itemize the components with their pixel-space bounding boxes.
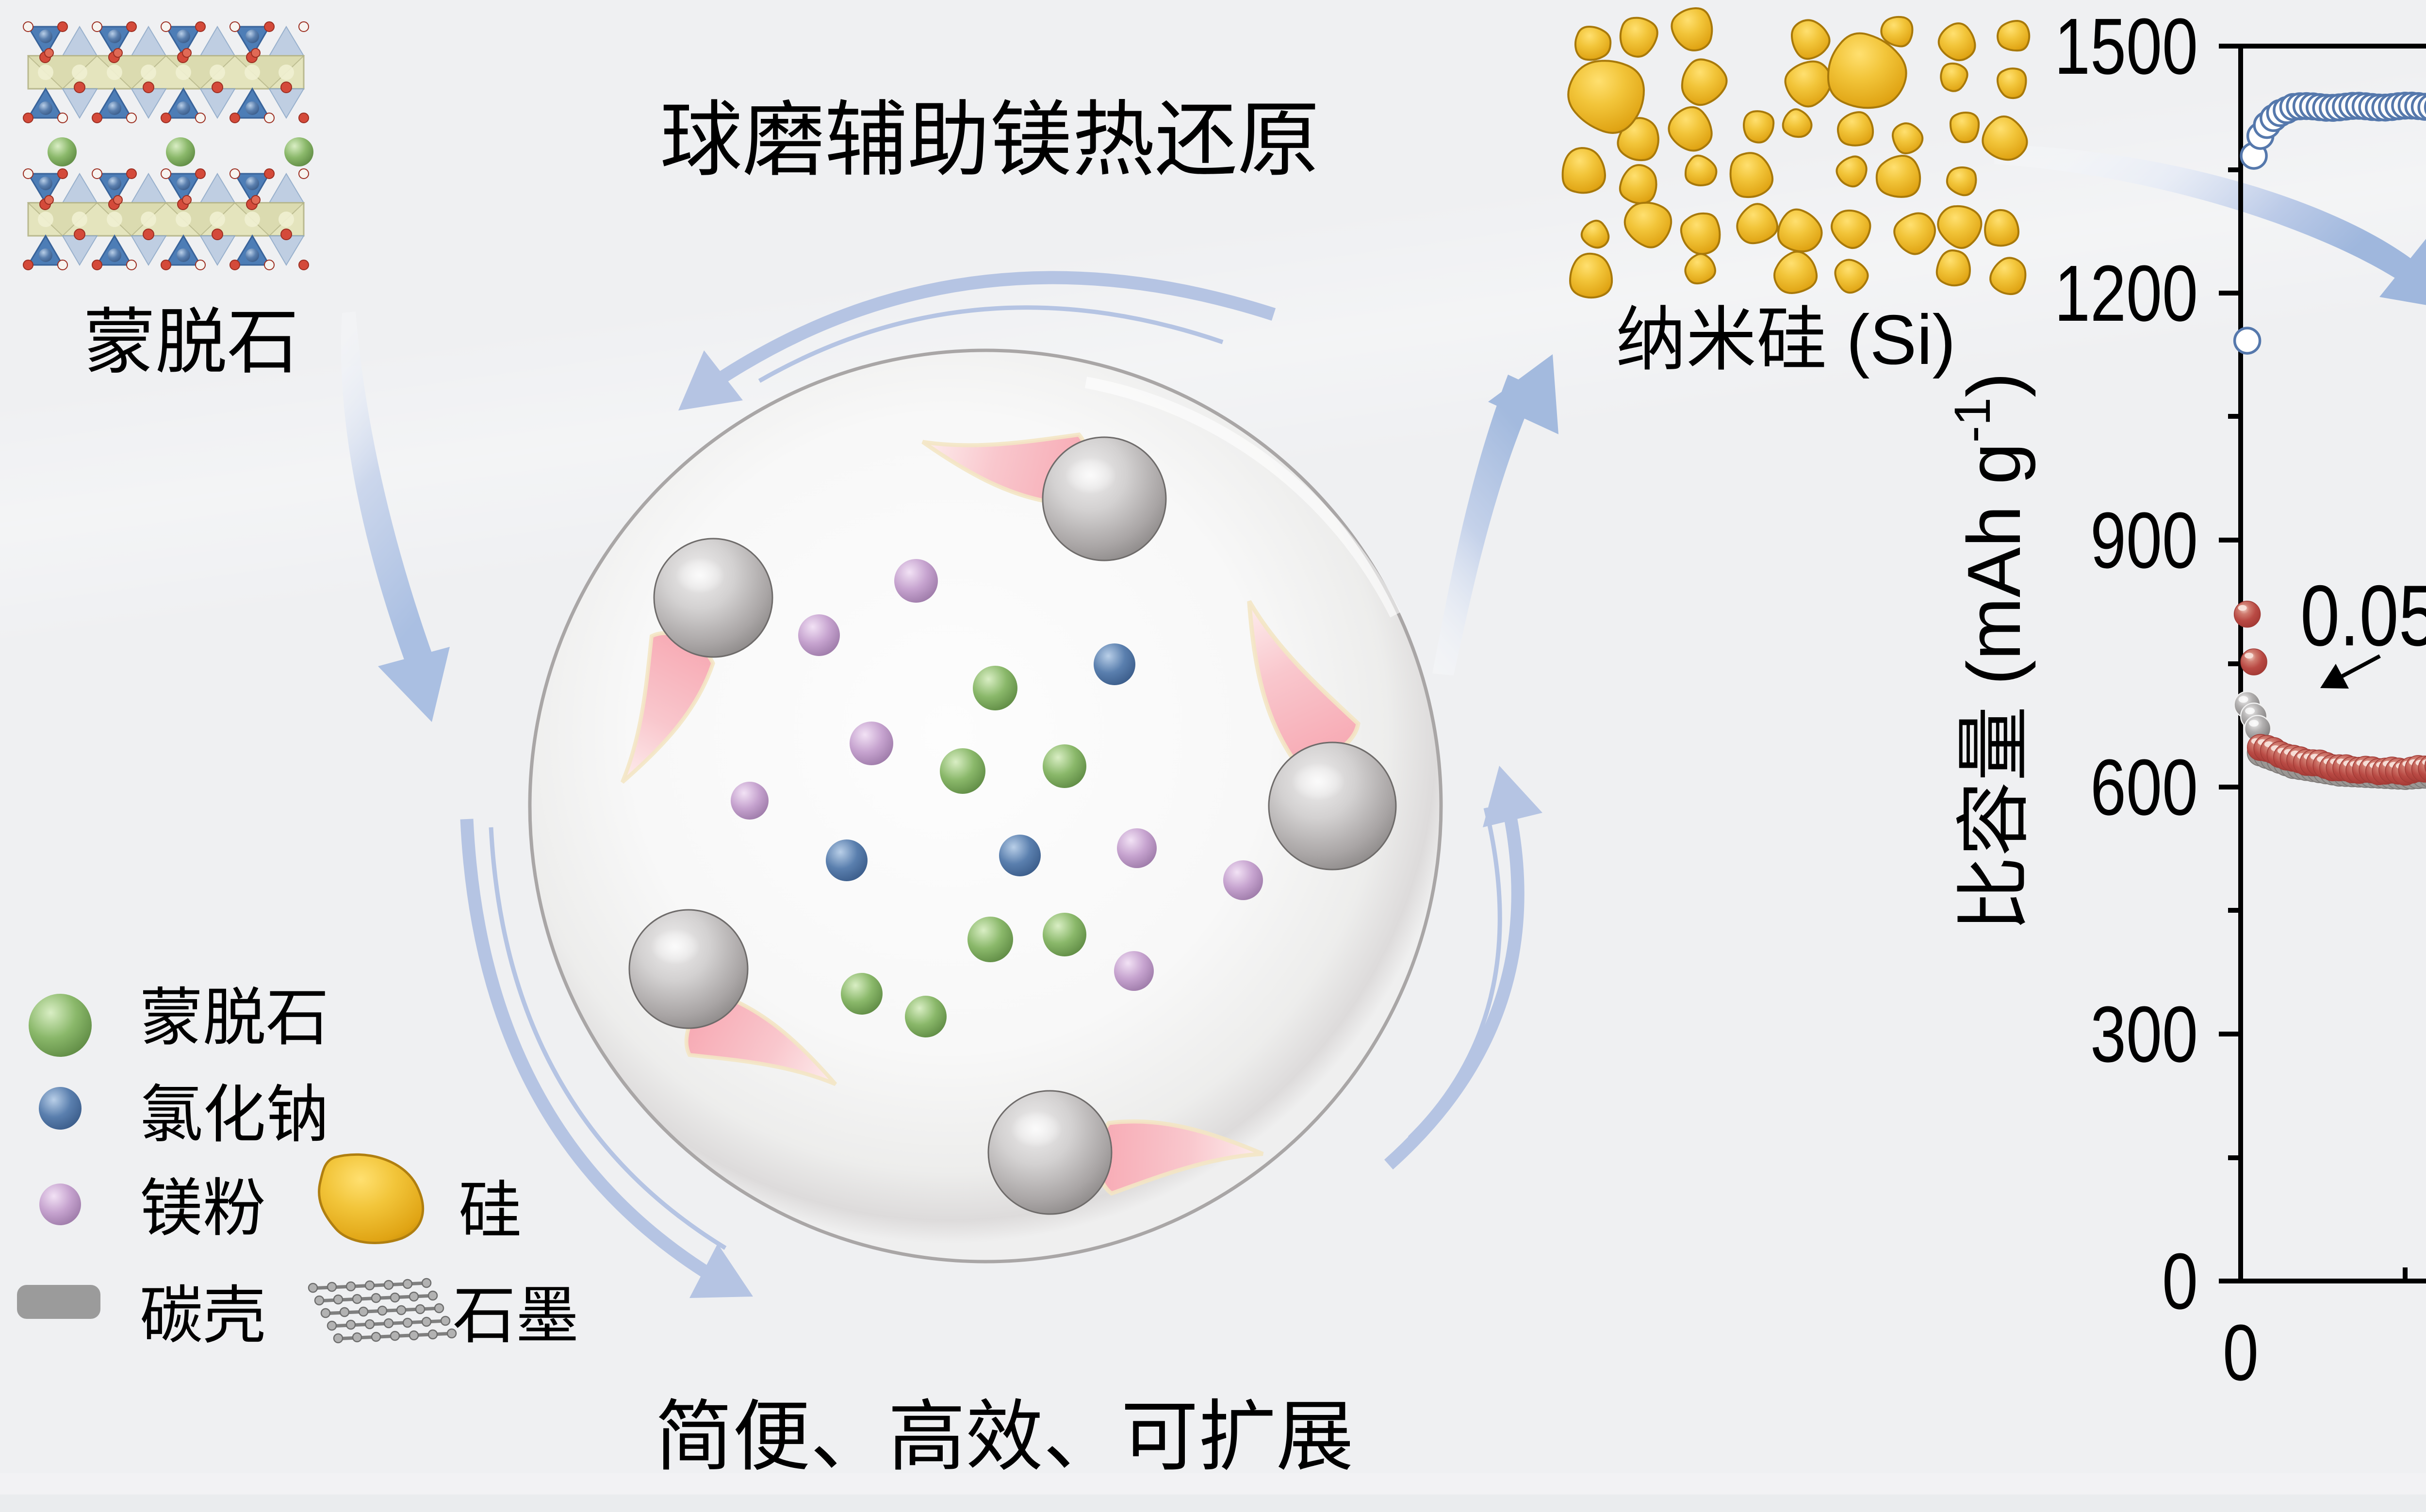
svg-text:900: 900 xyxy=(2090,496,2198,585)
svg-text:1500: 1500 xyxy=(2054,2,2198,91)
svg-text:0: 0 xyxy=(2162,1237,2198,1326)
svg-text:0.05C: 0.05C xyxy=(2300,567,2426,664)
svg-text:600: 600 xyxy=(2090,743,2198,832)
svg-text:0: 0 xyxy=(2223,1308,2259,1397)
svg-text:300: 300 xyxy=(2090,990,2198,1079)
svg-text:1200: 1200 xyxy=(2054,249,2198,338)
svg-text:(Si): (Si) xyxy=(1827,300,1956,379)
